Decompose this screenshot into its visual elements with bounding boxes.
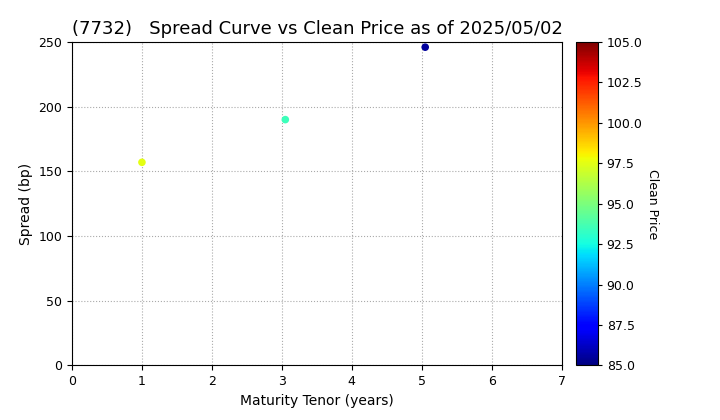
Text: (7732)   Spread Curve vs Clean Price as of 2025/05/02: (7732) Spread Curve vs Clean Price as of… <box>72 20 563 38</box>
Point <box>420 44 431 50</box>
Y-axis label: Clean Price: Clean Price <box>646 168 660 239</box>
Point <box>136 159 148 165</box>
Y-axis label: Spread (bp): Spread (bp) <box>19 163 33 245</box>
X-axis label: Maturity Tenor (years): Maturity Tenor (years) <box>240 394 394 408</box>
Point <box>279 116 291 123</box>
